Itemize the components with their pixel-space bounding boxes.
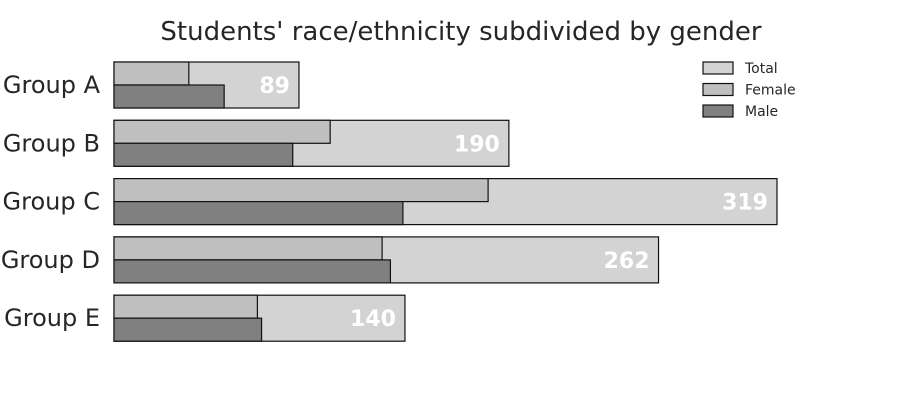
total-label-group-e: 140	[350, 307, 396, 332]
bar-female-group-b	[113, 119, 331, 144]
bar-female-group-c	[113, 178, 489, 203]
chart-title: Students' race/ethnicity subdivided by g…	[160, 17, 761, 47]
total-label-group-d: 262	[604, 249, 650, 274]
bars-group	[113, 61, 778, 342]
legend: Total Female Male	[702, 61, 796, 120]
legend-swatch-total	[702, 61, 734, 75]
category-label-group-e: Group E	[4, 304, 100, 332]
legend-label-male: Male	[745, 104, 778, 120]
bar-male-group-a	[113, 84, 225, 109]
bar-male-group-e	[113, 317, 263, 342]
legend-label-female: Female	[745, 83, 796, 99]
total-label-group-c: 319	[722, 191, 768, 216]
legend-swatch-male	[702, 104, 734, 118]
category-label-group-c: Group C	[3, 188, 100, 216]
total-label-group-a: 89	[259, 74, 290, 99]
bar-female-group-e	[113, 294, 259, 319]
bar-male-group-d	[113, 259, 392, 284]
category-label-group-a: Group A	[3, 71, 101, 99]
total-label-group-b: 190	[454, 132, 500, 157]
bar-male-group-b	[113, 142, 294, 167]
bar-female-group-a	[113, 61, 190, 86]
legend-swatch-female	[702, 82, 734, 97]
total-labels: 89 190 319 262 140	[259, 74, 768, 332]
category-label-group-d: Group D	[1, 246, 100, 274]
category-label-group-b: Group B	[3, 129, 100, 157]
bar-male-group-c	[113, 201, 404, 226]
bar-female-group-d	[113, 236, 383, 261]
legend-label-total: Total	[744, 61, 778, 77]
category-labels: Group A Group B Group C Group D Group E	[1, 71, 101, 332]
